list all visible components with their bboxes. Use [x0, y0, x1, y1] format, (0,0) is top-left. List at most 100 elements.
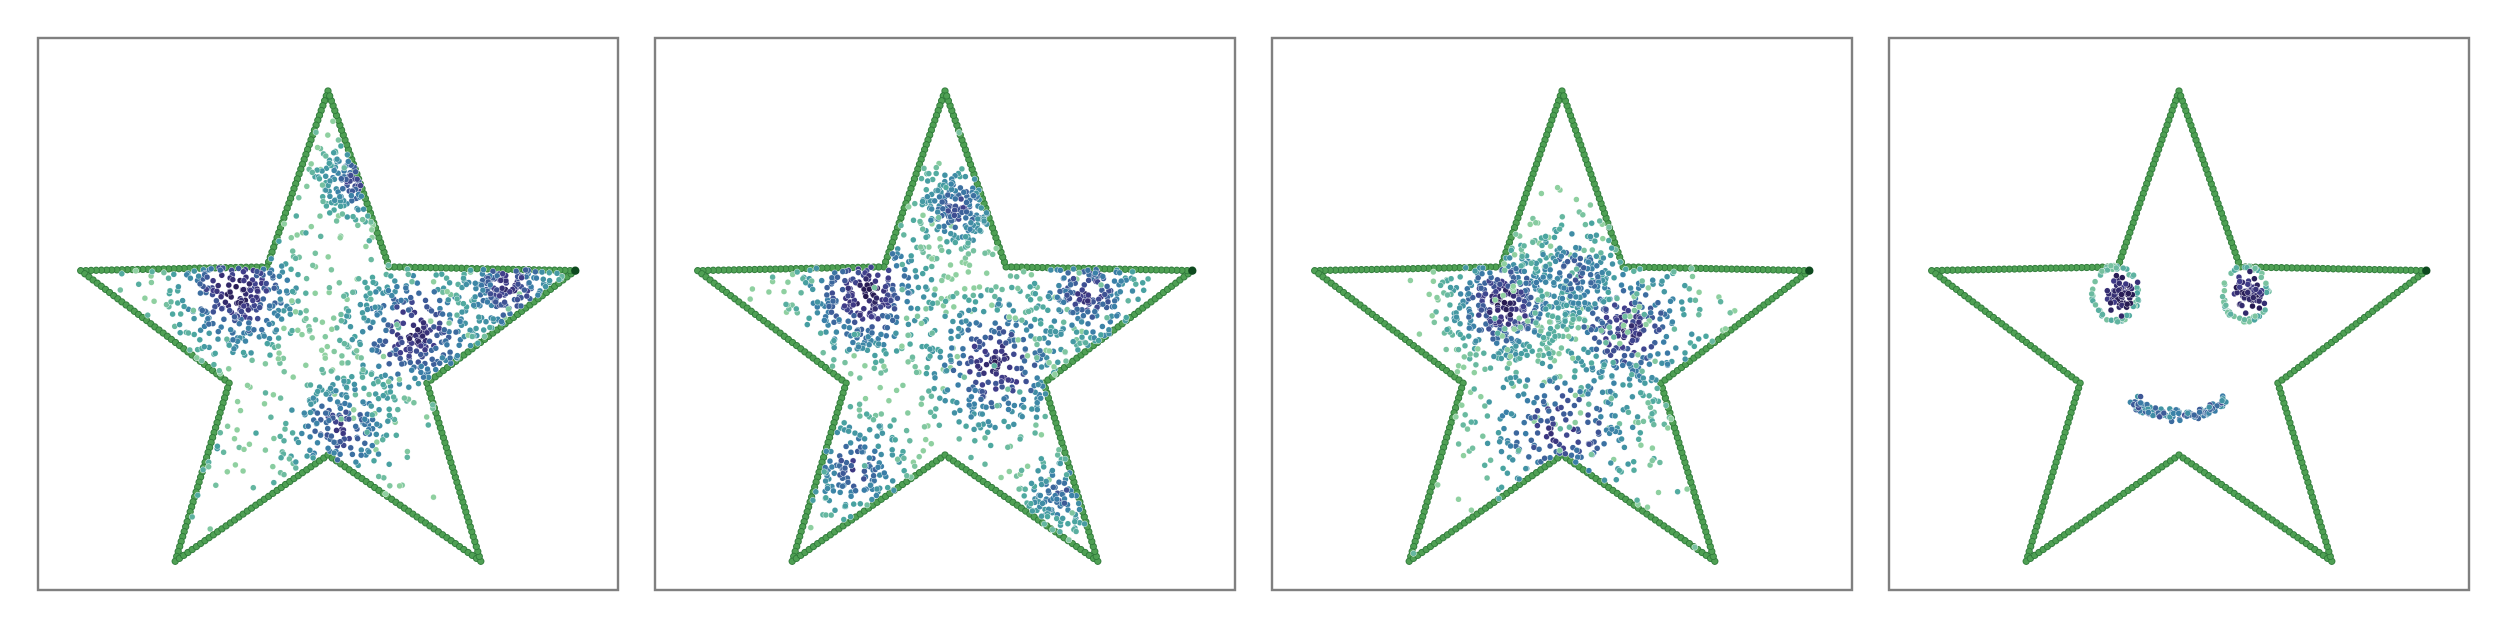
panel-2-particle	[814, 298, 821, 306]
panel-2-particle	[928, 440, 935, 447]
panel-3-particle	[1461, 353, 1468, 361]
panel-3-particle	[1572, 293, 1580, 301]
panel-2-particle	[1013, 273, 1020, 280]
panel-1-particle	[375, 450, 382, 458]
panel-1-particle	[190, 307, 197, 314]
panel-1-particle	[443, 341, 451, 349]
panel-2-particle	[841, 464, 849, 472]
panel-2-particle	[911, 363, 919, 370]
panel-2-particle	[1038, 455, 1045, 463]
panel-1-particle	[382, 327, 390, 334]
panel-3-particle	[1535, 446, 1543, 453]
panel-3-particle	[1512, 342, 1520, 350]
panel-2-particle	[1018, 467, 1025, 474]
panel-2-particle	[1038, 481, 1045, 488]
panel-3-particle	[1558, 252, 1565, 260]
panel-2-particle	[877, 331, 885, 338]
panel-3-particle	[1522, 465, 1530, 472]
panel-2-particle	[833, 328, 840, 336]
panel-1-outline-endpoint	[571, 266, 580, 275]
panel-1-particle	[486, 324, 494, 331]
panel-1-particle	[363, 429, 371, 436]
panel-2-particle	[1084, 267, 1092, 274]
panel-2-particle	[903, 298, 911, 305]
panel-3-particle	[1565, 333, 1572, 340]
panel-1-particle	[229, 276, 237, 283]
panel-3-particle	[1692, 297, 1699, 304]
panel-2-particle	[1024, 352, 1031, 360]
panel-2-particle	[889, 250, 896, 258]
panel-1-particle	[266, 302, 273, 310]
panel-2-particle	[1065, 536, 1073, 544]
panel-3-particle	[1598, 269, 1606, 276]
panel-3-particle	[1695, 335, 1702, 343]
panel-2-particle	[947, 230, 955, 237]
panel-3-particle	[1622, 265, 1629, 273]
panel-1-particle	[360, 385, 368, 392]
panel-2-particle	[1022, 345, 1029, 353]
panel-3-particle	[1621, 313, 1629, 320]
panel-1-particle	[428, 307, 435, 315]
panel-1-particle	[322, 173, 329, 180]
panel-2-particle	[822, 477, 829, 485]
panel-2-particle	[840, 323, 848, 330]
panel-2-particle	[952, 195, 959, 203]
panel-2-particle	[1123, 314, 1130, 321]
panel-1-particle	[452, 328, 460, 336]
panel-2-particle	[962, 233, 969, 241]
panel-4	[1887, 36, 2471, 592]
panel-3-particle	[1600, 254, 1607, 262]
panel-3-particle	[1650, 421, 1658, 428]
panel-1-particle	[336, 438, 344, 445]
panel-3-particle	[1636, 265, 1644, 273]
panel-2-particle	[927, 216, 935, 224]
panel-1-particle	[303, 275, 310, 282]
panel-2-particle	[1089, 328, 1097, 336]
panel-3-particle	[1584, 419, 1592, 426]
panel-2-particle	[848, 462, 855, 469]
panel-1-particle	[446, 348, 454, 356]
panel-1-particle	[432, 345, 440, 352]
panel-1-particle	[293, 231, 301, 239]
panel-1-particle	[470, 302, 477, 309]
panel-2-particle	[1061, 348, 1069, 356]
panel-1-particle	[351, 381, 358, 388]
panel-3-particle	[1523, 352, 1531, 359]
panel-3-particle	[1688, 330, 1695, 338]
panel-1-particle	[281, 425, 289, 433]
panel-3-particle	[1566, 423, 1573, 431]
panel-3-particle	[1469, 444, 1476, 452]
panel-2-particle	[841, 302, 848, 310]
panel-2-particle	[1061, 479, 1068, 487]
panel-1-particle	[349, 451, 356, 458]
panel-2-particle	[884, 313, 891, 321]
panel-3-particle	[1528, 347, 1536, 355]
panel-2-particle	[1007, 272, 1014, 280]
panel-1-particle	[148, 268, 156, 275]
panel-1-particle	[209, 277, 217, 284]
panel-2-particle	[1027, 500, 1035, 507]
panel-2-particle	[941, 361, 948, 369]
panel-3-particle	[1588, 451, 1595, 458]
panel-2-particle	[925, 170, 933, 177]
panel-2-particle	[910, 217, 917, 224]
panel-1-particle	[394, 406, 402, 413]
panel-1-particle	[298, 331, 306, 338]
panel-1-particle	[369, 279, 377, 286]
panel-1-particle	[453, 295, 461, 303]
panel-2	[653, 36, 1237, 592]
panel-1-particle	[467, 342, 474, 349]
panel-3-particle	[1624, 460, 1632, 468]
panel-2-particle	[1068, 509, 1076, 517]
panel-2-particle	[890, 416, 898, 424]
panel-2-particle	[990, 328, 998, 335]
panel-3-particle	[1474, 274, 1482, 282]
panel-2-particle	[987, 287, 995, 294]
panel-1-particle	[240, 446, 248, 453]
panel-2-particle	[900, 231, 908, 239]
panel-2-particle	[904, 289, 912, 297]
panel-2-particle	[900, 467, 908, 474]
panel-3-particle	[1524, 325, 1532, 332]
panel-2-particle	[1078, 333, 1086, 341]
panel-3-particle	[1628, 322, 1635, 330]
